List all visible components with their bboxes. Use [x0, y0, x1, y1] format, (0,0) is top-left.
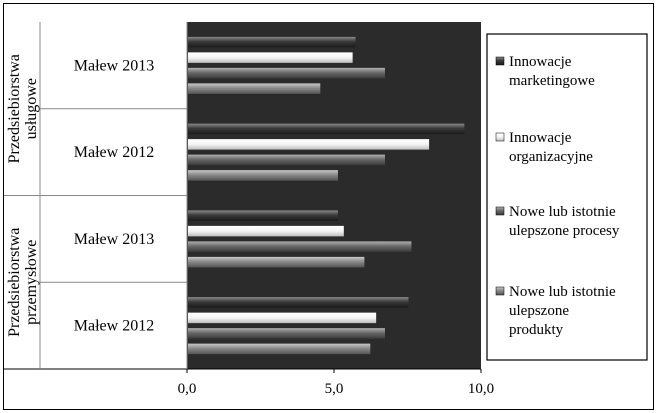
legend-swatch	[495, 286, 505, 296]
category-labels: Małew 2013 Małew 2012 Przedsiebiorstwausłu…	[6, 54, 154, 337]
bar	[188, 139, 430, 150]
bar	[188, 123, 465, 135]
bar	[188, 297, 409, 308]
category-label: Małew 2012	[74, 318, 154, 335]
category-label: Małew 2012	[74, 144, 154, 161]
bar	[188, 36, 356, 48]
bar	[188, 210, 338, 221]
legend-box	[486, 33, 648, 361]
legend-label: Nowe lub istotnie ulepszone procesy	[509, 204, 620, 239]
bar	[188, 52, 353, 63]
category-label: Małew 2013	[74, 231, 154, 248]
legend: Innowacje marketingowe Innowacje organizacy…	[486, 33, 648, 361]
bars	[188, 36, 465, 355]
plot-area	[187, 22, 481, 369]
category-label: Małew 2013	[74, 57, 154, 74]
bar	[188, 343, 371, 355]
legend-swatch	[495, 56, 505, 66]
bar	[188, 241, 412, 252]
bar	[188, 67, 385, 79]
chart-frame: Małew 2013 Małew 2012 Przedsiebiorstwausłu…	[3, 3, 654, 410]
legend-swatch	[495, 206, 505, 216]
x-tick-label: 5,0	[325, 381, 344, 397]
bar	[188, 83, 321, 94]
bar-chart: Małew 2013 Małew 2012 Przedsiebiorstwausłu…	[4, 22, 648, 397]
legend-label: Nowe lub istotnie ulepszone produkty	[509, 284, 616, 338]
x-tick-labels: 0,0 5,0 10,0	[178, 369, 494, 397]
x-tick-label: 10,0	[468, 381, 494, 397]
group-label: Przedsiebiorstwausługowe	[6, 54, 40, 163]
bar	[188, 225, 344, 237]
legend-label: Innowacje organizacyjne	[509, 130, 593, 165]
bar	[188, 170, 338, 181]
x-tick-label: 0,0	[178, 381, 197, 397]
bar	[188, 154, 385, 166]
legend-label: Innowacje marketingowe	[509, 54, 595, 89]
group-label: Przedsiebiorstwaprzemysłowe	[6, 228, 40, 337]
axes	[4, 22, 481, 370]
bar	[188, 256, 365, 268]
bar	[188, 312, 377, 324]
bar	[188, 328, 385, 339]
legend-swatch	[495, 132, 505, 142]
